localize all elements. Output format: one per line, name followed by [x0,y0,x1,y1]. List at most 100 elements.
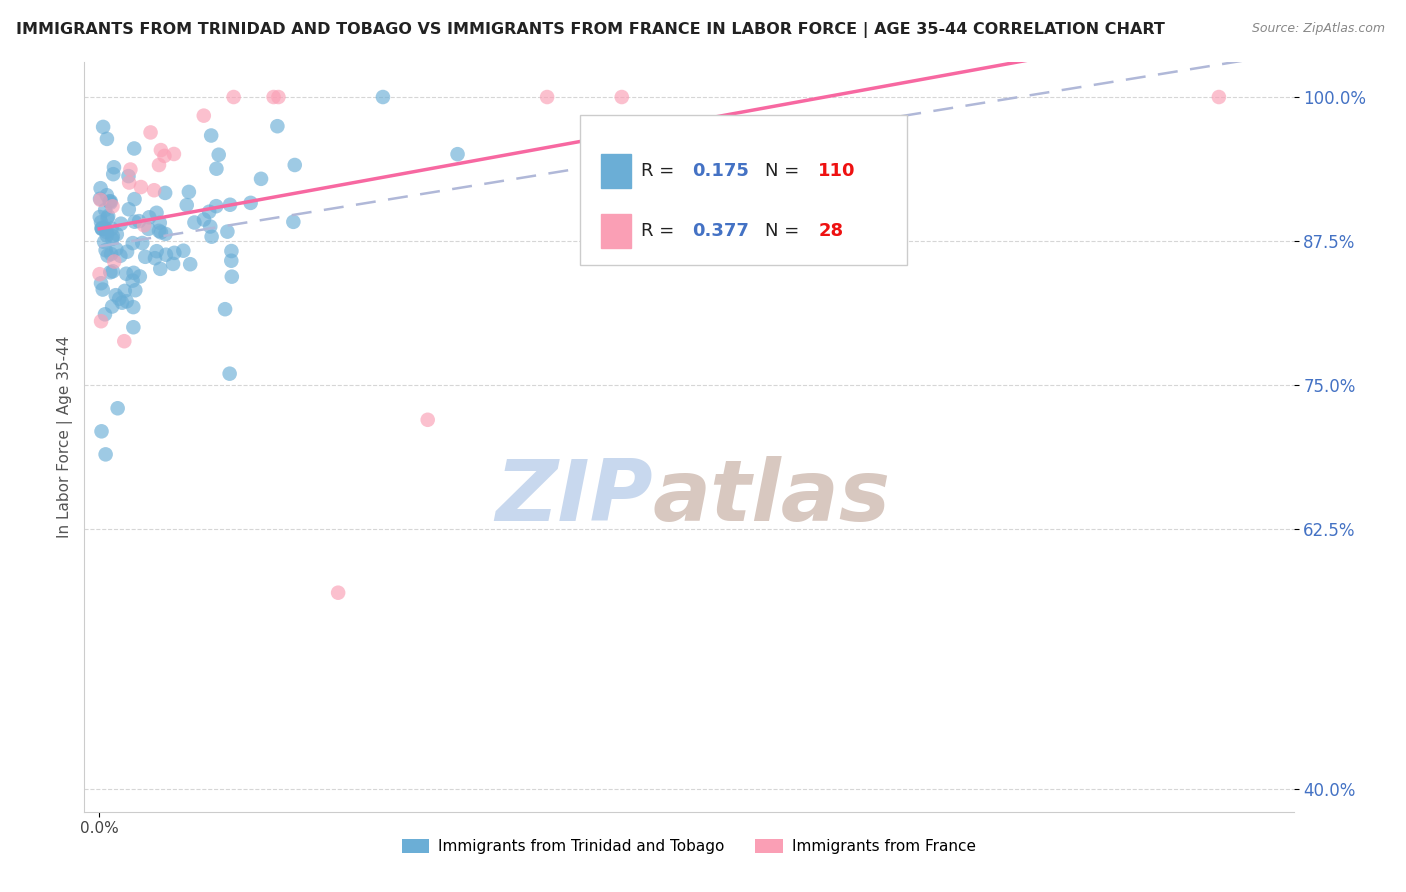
Point [122,320,145,334]
Point [205,199,228,213]
Point [239,195,262,210]
Point [124,192,146,206]
Point [122,141,145,155]
Point [101,232,124,246]
Point [200,128,222,143]
Point [219,198,242,212]
Point [163,245,186,260]
Point [145,206,167,220]
Point [120,162,142,177]
Point [105,242,128,256]
Point [149,216,172,230]
Text: R =: R = [641,222,679,240]
Text: 0.175: 0.175 [693,162,749,180]
Point [145,244,167,259]
Point [100,221,122,235]
Point [155,248,177,262]
Point [198,204,221,219]
Point [90,222,112,236]
Y-axis label: In Labor Force | Age 35-44: In Labor Force | Age 35-44 [58,336,73,538]
Point [118,176,141,190]
Point [100,195,122,210]
Point [103,254,125,268]
Point [110,249,132,263]
Point [218,367,240,381]
Point [115,267,138,281]
Point [96,211,118,225]
Point [217,225,239,239]
Text: 28: 28 [818,222,844,240]
Point [221,253,243,268]
Point [139,125,162,139]
Point [221,269,243,284]
Point [221,244,243,258]
Point [94,221,117,235]
Point [149,225,172,239]
Point [153,186,176,200]
Point [90,181,112,195]
Legend: Immigrants from Trinidad and Tobago, Immigrants from France: Immigrants from Trinidad and Tobago, Imm… [395,833,983,860]
Point [177,185,200,199]
Text: atlas: atlas [652,456,891,539]
Point [267,90,290,104]
Point [112,334,135,349]
Point [250,171,273,186]
Text: IMMIGRANTS FROM TRINIDAD AND TOBAGO VS IMMIGRANTS FROM FRANCE IN LABOR FORCE | A: IMMIGRANTS FROM TRINIDAD AND TOBAGO VS I… [15,22,1166,38]
Point [90,314,112,328]
Point [115,244,138,259]
Point [163,147,186,161]
Point [266,119,288,133]
Point [371,90,394,104]
Point [90,277,112,291]
Point [214,302,236,317]
Point [162,257,184,271]
Point [610,90,633,104]
Point [138,222,160,236]
Point [114,284,136,298]
Point [89,192,111,206]
Point [124,215,146,229]
Point [129,180,152,194]
Point [91,120,114,134]
Point [222,90,245,104]
Point [105,227,128,242]
Point [153,149,176,163]
Bar [600,153,631,187]
Point [91,221,114,235]
Point [96,222,118,236]
Point [100,194,122,209]
Point [104,288,127,302]
Point [89,267,111,281]
Point [98,194,121,209]
Bar [600,214,631,247]
Point [90,221,112,235]
Text: R =: R = [641,162,679,180]
Point [96,225,118,239]
Point [91,283,114,297]
Point [110,217,132,231]
Point [172,244,194,258]
Point [200,219,222,234]
Point [103,161,125,175]
Point [108,292,131,306]
Point [96,132,118,146]
Point [101,229,124,244]
Point [193,212,215,227]
Point [326,585,349,599]
Text: Source: ZipAtlas.com: Source: ZipAtlas.com [1251,22,1385,36]
Point [128,269,150,284]
Point [94,307,117,321]
Point [117,169,139,183]
Point [132,219,155,233]
FancyBboxPatch shape [581,115,907,265]
Point [107,401,129,416]
Point [155,227,177,241]
Point [143,251,166,265]
Point [138,211,160,225]
Point [176,198,198,212]
Point [148,158,170,172]
Point [101,264,124,278]
Point [183,215,205,229]
Point [111,295,134,310]
Point [283,215,305,229]
